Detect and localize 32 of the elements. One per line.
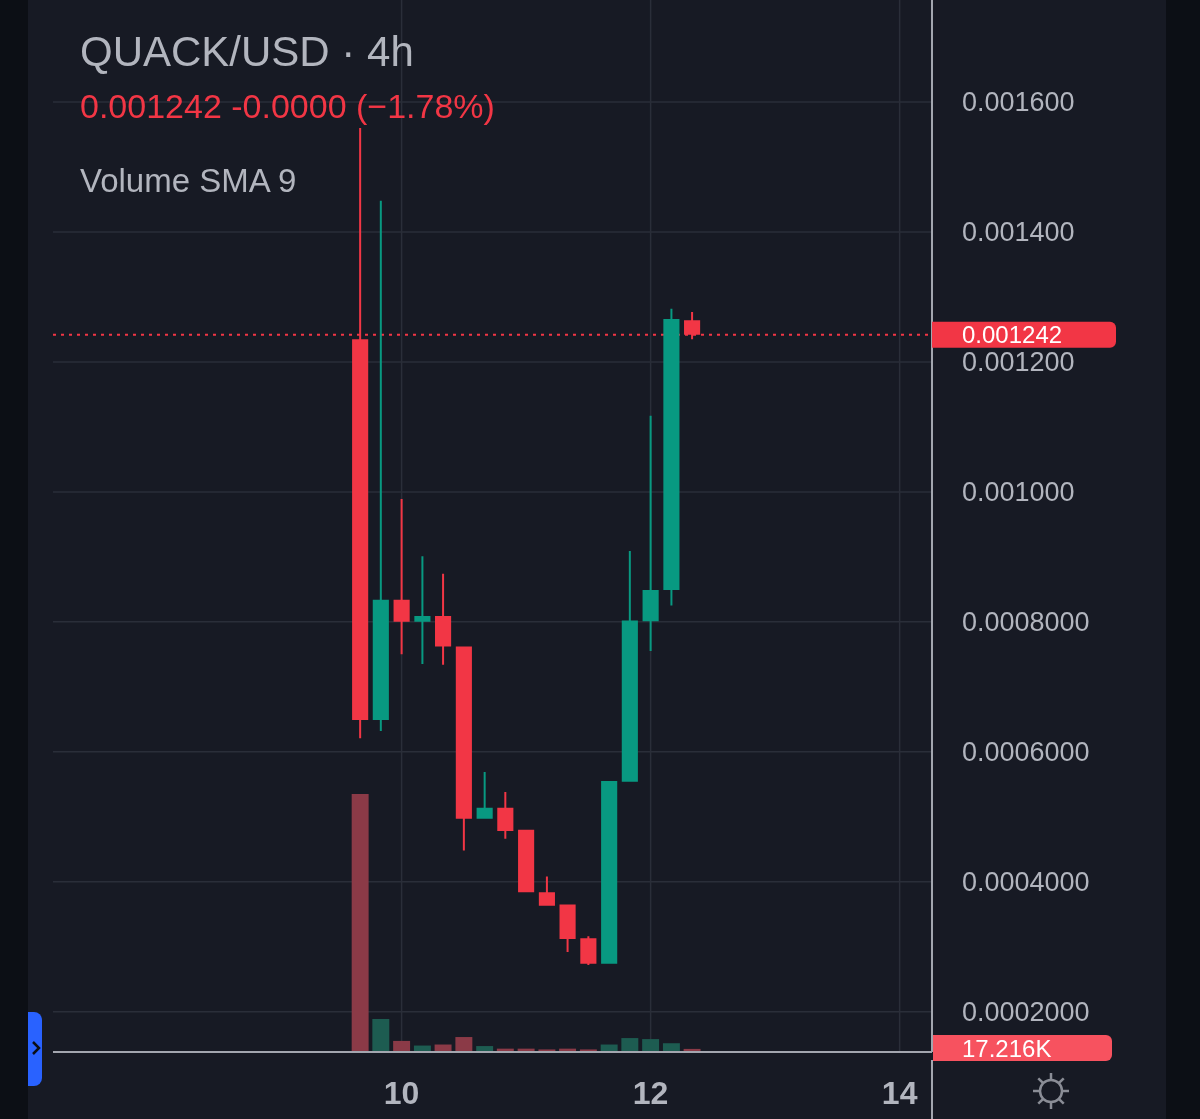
candlestick (476, 771, 493, 819)
chart-title: Volume SMA 9 (80, 162, 297, 199)
ref-line-label: 0.001242 (962, 321, 1063, 349)
bar (351, 794, 369, 1052)
y-tick-label: 0.0006000 (962, 736, 1090, 767)
x-tick-label: 12 (632, 1075, 669, 1111)
bar (642, 1039, 660, 1052)
x-tick-label: 14 (881, 1075, 918, 1111)
bar (393, 1040, 411, 1052)
y-tick-label: 0.0004000 (962, 866, 1090, 897)
y-tick-label: 0.001200 (962, 346, 1075, 377)
candlestick (559, 904, 576, 952)
bar (662, 1043, 680, 1052)
y-tick-label: 0.001000 (962, 476, 1075, 507)
y-tick-label: 0.001600 (962, 87, 1075, 118)
candlestick (435, 573, 452, 665)
bar (372, 1018, 390, 1052)
candlestick (393, 499, 410, 655)
y-tick-label: 0.0002000 (962, 996, 1090, 1027)
y-tick-label: 0.001400 (962, 216, 1075, 247)
candlestick (642, 415, 659, 652)
bar (455, 1037, 473, 1052)
bar (621, 1038, 639, 1052)
text: 0.001242 -0.0000 (−1.78%) (80, 87, 495, 125)
candlestick (414, 556, 431, 665)
candlestick (538, 876, 555, 906)
x-tick-label: 10 (383, 1075, 420, 1111)
candlestick (580, 936, 597, 965)
y-tick-label: 0.0008000 (962, 606, 1090, 637)
text: 17.216K (962, 1034, 1052, 1062)
candlestick (372, 200, 389, 732)
text: QUACK/USD · 4h (80, 28, 414, 75)
